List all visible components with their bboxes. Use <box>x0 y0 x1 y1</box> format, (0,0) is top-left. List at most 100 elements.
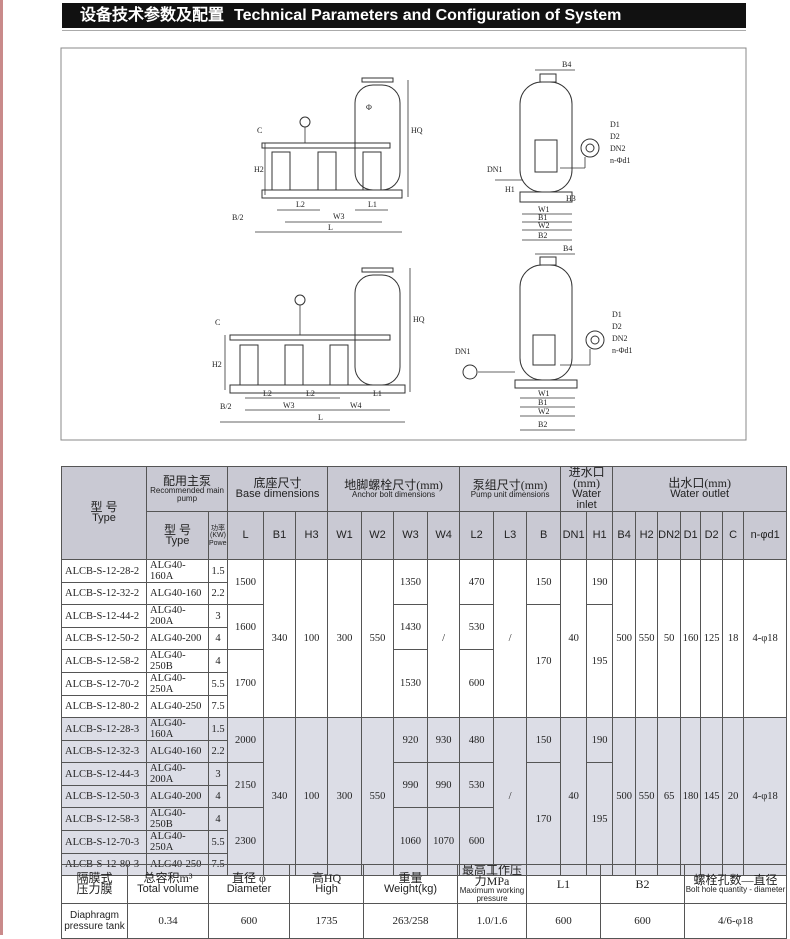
header-cell: H1 <box>586 511 614 560</box>
dim-label: L <box>318 413 323 422</box>
dim-label: B1 <box>538 398 547 407</box>
flange <box>361 77 394 83</box>
dim-label: L1 <box>368 200 377 209</box>
model-cell: 7.5 <box>207 695 229 718</box>
tank-value-row: Diaphragm pressure tank 0.34 600 1735 263/25… <box>61 903 787 939</box>
dim-label: H2 <box>254 165 264 174</box>
cell-line: 螺栓孔数—直径 <box>693 872 778 887</box>
cell-line: 总容积m³ <box>143 871 193 885</box>
header-cell: H3 <box>295 511 329 560</box>
dim-label: L2 <box>296 200 305 209</box>
drawing-frame <box>60 47 747 441</box>
flange <box>361 267 394 273</box>
tank <box>519 81 573 193</box>
dim-label: n-Φd1 <box>610 156 631 165</box>
model-cell: ALG40-160A <box>146 559 209 583</box>
value-cell: 4-φ18 <box>743 717 788 876</box>
model-cell: ALCB-S-12-32-2 <box>61 582 147 605</box>
dim-label: B/2 <box>220 402 232 411</box>
header-group: 出水口(mm) Water outlet <box>612 466 788 512</box>
base <box>514 379 578 389</box>
dim-label: HQ <box>413 315 425 324</box>
title-en: Technical Parameters and Configuration o… <box>234 7 622 24</box>
tank-header-cell: 重量 Weight(kg) <box>363 864 458 904</box>
cell-line: 最高工作压力MPa <box>461 864 522 888</box>
dim-label: Φ <box>366 103 372 112</box>
dim-label: B2 <box>538 420 547 429</box>
tank-label: 隔膜式 压力膜 <box>61 864 128 904</box>
cell-line: 泵组尺寸(mm) <box>472 477 548 492</box>
model-cell: ALG40-250A <box>146 672 209 696</box>
model-cell: 5.5 <box>207 830 229 854</box>
cell-line: 底座尺寸 <box>253 476 302 490</box>
value-cell: 195 <box>586 762 614 876</box>
cell-line: High <box>315 883 338 895</box>
header-cell: L2 <box>459 511 495 560</box>
dim-label: HQ <box>411 126 423 135</box>
data-row: ALCB-S-12-44-3 ALG40-200A 3 2150 990 990 530 17… <box>61 762 787 876</box>
cell-line: 功率 <box>211 523 225 532</box>
cell-line: Type <box>165 534 190 547</box>
header-cell: H2 <box>635 511 659 560</box>
value-cell: 125 <box>700 559 724 718</box>
header-group: 底座尺寸 Base dimensions <box>227 466 329 512</box>
drawings: C H2 HQ Φ B/2 L2 W3 L1 L B4 D1 D2 DN2 n-… <box>60 47 747 441</box>
dim-label: L2 <box>306 389 315 398</box>
tank-value: 600 <box>600 903 685 939</box>
value-cell: 1700 <box>227 649 265 718</box>
cell-line: Power <box>209 539 228 547</box>
header-cell: L <box>227 511 265 560</box>
flange <box>539 73 557 83</box>
dim-label: W3 <box>333 212 345 221</box>
cell-line: Recommended main pump <box>150 485 224 503</box>
data-row: ALCB-S-12-50-3 ALG40-200 4 <box>61 785 787 808</box>
cell-line: 高HQ <box>311 871 342 885</box>
data-row: ALCB-S-12-28-3 ALG40-160A 1.5 2000 340 100 300… <box>61 717 788 876</box>
header-row: 型 号 Type 功率 (KW) Power L B1 H3 W1 W2 W3 W4 L2 L3 B DN1 H… <box>62 511 788 560</box>
model-cell: 2.2 <box>207 740 229 763</box>
tank-header-cell: 总容积m³ Total volume <box>127 864 209 904</box>
pump <box>271 151 291 191</box>
model-cell: ALCB-S-12-50-3 <box>61 785 147 808</box>
model-cell: ALG40-160A <box>146 717 209 741</box>
value-cell: 550 <box>635 717 659 876</box>
model-cell: 2.2 <box>207 582 229 605</box>
dim-label: D2 <box>612 322 622 331</box>
cell-line: Total volume <box>137 883 199 895</box>
inlet-flange <box>462 364 478 380</box>
model-cell: ALCB-S-12-58-2 <box>61 649 147 673</box>
model-cell: ALCB-S-12-80-2 <box>61 695 147 718</box>
tank-label: Diaphragm pressure tank <box>61 903 128 939</box>
pump <box>317 151 337 191</box>
tank-header-cell: L1 <box>526 864 601 904</box>
value-cell: 600 <box>459 649 495 718</box>
model-cell: 3 <box>207 762 229 786</box>
header-cell: B <box>526 511 562 560</box>
tank-table: 隔膜式 压力膜 总容积m³ Total volume 直径 φ Diameter 高HQ Hi… <box>61 864 787 939</box>
model-cell: ALCB-S-12-28-3 <box>61 717 147 741</box>
dim-label: W3 <box>283 401 295 410</box>
cell-line: Water inlet <box>572 488 602 511</box>
tank <box>354 274 401 386</box>
header-group: 泵组尺寸(mm) Pump unit dimensions <box>459 466 562 512</box>
model-cell: 4 <box>207 649 229 673</box>
cell-line: Diameter <box>226 883 272 895</box>
dim-label: B4 <box>562 60 571 69</box>
value-cell: 4-φ18 <box>743 559 788 718</box>
value-cell: 470 <box>459 559 495 605</box>
value-cell: 20 <box>722 717 745 876</box>
model-cell: ALG40-250A <box>146 830 209 854</box>
data-row: ALCB-S-12-50-2 ALG40-200 4 <box>61 627 787 650</box>
value-cell: 480 <box>459 717 495 763</box>
value-cell: 300 <box>327 717 363 876</box>
value-cell: 2150 <box>227 762 265 808</box>
tank-header-cell: B2 <box>600 864 685 904</box>
value-cell: / <box>493 559 528 718</box>
value-cell: 530 <box>459 604 495 650</box>
header-bar: 设备技术参数及配置 Technical Parameters and Config… <box>62 3 746 28</box>
gauge <box>294 294 306 306</box>
tank-value: 1.0/1.6 <box>457 903 527 939</box>
pump <box>362 151 382 191</box>
dim-label: D1 <box>610 120 620 129</box>
